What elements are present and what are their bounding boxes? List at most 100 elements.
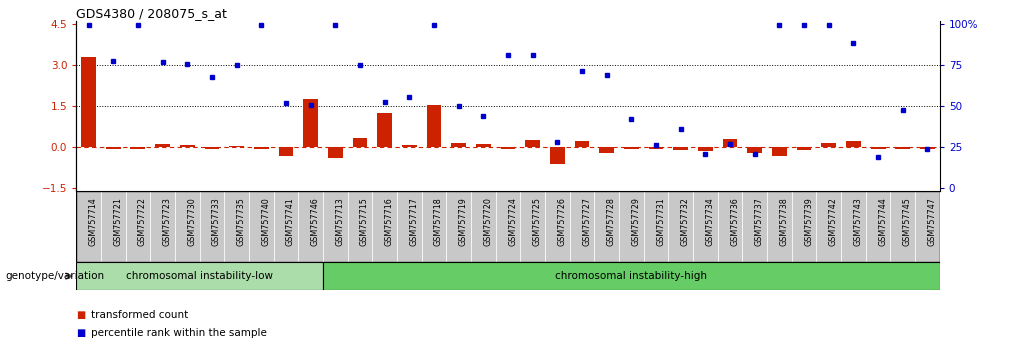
Bar bbox=[570, 191, 594, 262]
Text: GSM757733: GSM757733 bbox=[212, 197, 220, 246]
Bar bbox=[446, 191, 471, 262]
Bar bbox=[81, 57, 96, 147]
Text: GSM757714: GSM757714 bbox=[88, 197, 98, 246]
Bar bbox=[347, 191, 372, 262]
Bar bbox=[303, 99, 318, 147]
Bar bbox=[722, 139, 738, 147]
Bar bbox=[648, 147, 663, 149]
Bar bbox=[890, 191, 915, 262]
Bar bbox=[471, 191, 496, 262]
Text: GSM757718: GSM757718 bbox=[434, 197, 443, 246]
Bar bbox=[545, 191, 570, 262]
Text: GSM757738: GSM757738 bbox=[779, 197, 788, 246]
Text: GSM757715: GSM757715 bbox=[360, 197, 369, 246]
Bar bbox=[669, 191, 693, 262]
Bar bbox=[501, 147, 515, 149]
Text: GSM757729: GSM757729 bbox=[631, 197, 640, 246]
Bar bbox=[550, 147, 565, 164]
Text: GSM757726: GSM757726 bbox=[558, 197, 566, 246]
Bar bbox=[278, 147, 294, 155]
Bar bbox=[475, 144, 491, 147]
Text: percentile rank within the sample: percentile rank within the sample bbox=[91, 328, 267, 338]
Bar bbox=[225, 191, 249, 262]
Bar bbox=[575, 141, 589, 147]
Bar bbox=[619, 191, 644, 262]
Bar bbox=[797, 147, 812, 150]
Bar bbox=[594, 191, 619, 262]
Bar bbox=[323, 191, 347, 262]
Bar bbox=[377, 113, 392, 147]
Text: GSM757723: GSM757723 bbox=[163, 197, 172, 246]
Text: GSM757727: GSM757727 bbox=[582, 197, 591, 246]
Bar bbox=[427, 105, 441, 147]
Bar bbox=[743, 191, 767, 262]
Bar bbox=[249, 191, 273, 262]
Bar bbox=[717, 191, 743, 262]
Bar bbox=[328, 147, 342, 158]
Bar bbox=[920, 147, 935, 149]
Text: GSM757746: GSM757746 bbox=[311, 197, 320, 246]
Bar bbox=[199, 191, 225, 262]
Bar bbox=[204, 147, 219, 149]
Bar bbox=[821, 143, 836, 147]
Text: GSM757731: GSM757731 bbox=[656, 197, 665, 246]
Text: GSM757736: GSM757736 bbox=[731, 197, 739, 246]
Text: GSM757713: GSM757713 bbox=[335, 197, 344, 246]
Text: GSM757735: GSM757735 bbox=[237, 197, 246, 246]
Text: GSM757743: GSM757743 bbox=[853, 197, 863, 246]
Text: ■: ■ bbox=[76, 328, 85, 338]
Text: GSM757717: GSM757717 bbox=[409, 197, 419, 246]
Bar bbox=[674, 147, 688, 150]
Bar bbox=[698, 147, 713, 152]
Text: GSM757722: GSM757722 bbox=[138, 197, 147, 246]
Text: GSM757742: GSM757742 bbox=[829, 197, 838, 246]
Text: GSM757734: GSM757734 bbox=[705, 197, 714, 246]
Bar bbox=[76, 262, 323, 290]
Bar bbox=[846, 141, 861, 147]
Bar bbox=[130, 147, 145, 149]
Text: GSM757716: GSM757716 bbox=[385, 197, 393, 246]
Bar bbox=[76, 191, 101, 262]
Bar bbox=[155, 144, 170, 147]
Text: GSM757719: GSM757719 bbox=[458, 197, 467, 246]
Bar bbox=[273, 191, 299, 262]
Text: GSM757745: GSM757745 bbox=[903, 197, 911, 246]
Text: GSM757741: GSM757741 bbox=[285, 197, 295, 246]
Bar bbox=[748, 147, 762, 153]
Bar bbox=[644, 191, 669, 262]
Text: genotype/variation: genotype/variation bbox=[5, 271, 105, 281]
Bar bbox=[150, 191, 175, 262]
Text: chromosomal instability-high: chromosomal instability-high bbox=[556, 271, 707, 281]
Bar bbox=[871, 147, 886, 149]
Text: GSM757721: GSM757721 bbox=[113, 197, 122, 246]
Bar bbox=[624, 147, 639, 149]
Text: GSM757740: GSM757740 bbox=[261, 197, 270, 246]
Text: GSM757724: GSM757724 bbox=[508, 197, 517, 246]
Text: transformed count: transformed count bbox=[91, 310, 189, 320]
Bar bbox=[451, 143, 466, 147]
Bar bbox=[372, 191, 397, 262]
Bar bbox=[817, 191, 841, 262]
Bar bbox=[496, 191, 520, 262]
Bar bbox=[397, 191, 422, 262]
Text: GSM757747: GSM757747 bbox=[928, 197, 937, 246]
Text: GSM757737: GSM757737 bbox=[755, 197, 764, 246]
Bar bbox=[422, 191, 446, 262]
Bar bbox=[299, 191, 323, 262]
Bar bbox=[599, 147, 614, 153]
Bar bbox=[866, 191, 890, 262]
Bar bbox=[767, 191, 791, 262]
Bar bbox=[841, 191, 866, 262]
Text: GSM757744: GSM757744 bbox=[878, 197, 887, 246]
Bar bbox=[175, 191, 199, 262]
Text: GSM757739: GSM757739 bbox=[804, 197, 813, 246]
Text: GSM757725: GSM757725 bbox=[532, 197, 542, 246]
Text: GSM757728: GSM757728 bbox=[607, 197, 616, 246]
Bar bbox=[254, 147, 268, 149]
Text: GSM757730: GSM757730 bbox=[187, 197, 196, 246]
Bar bbox=[323, 262, 940, 290]
Bar bbox=[895, 147, 910, 149]
Bar bbox=[525, 139, 541, 147]
Bar bbox=[180, 144, 195, 147]
Bar bbox=[915, 191, 940, 262]
